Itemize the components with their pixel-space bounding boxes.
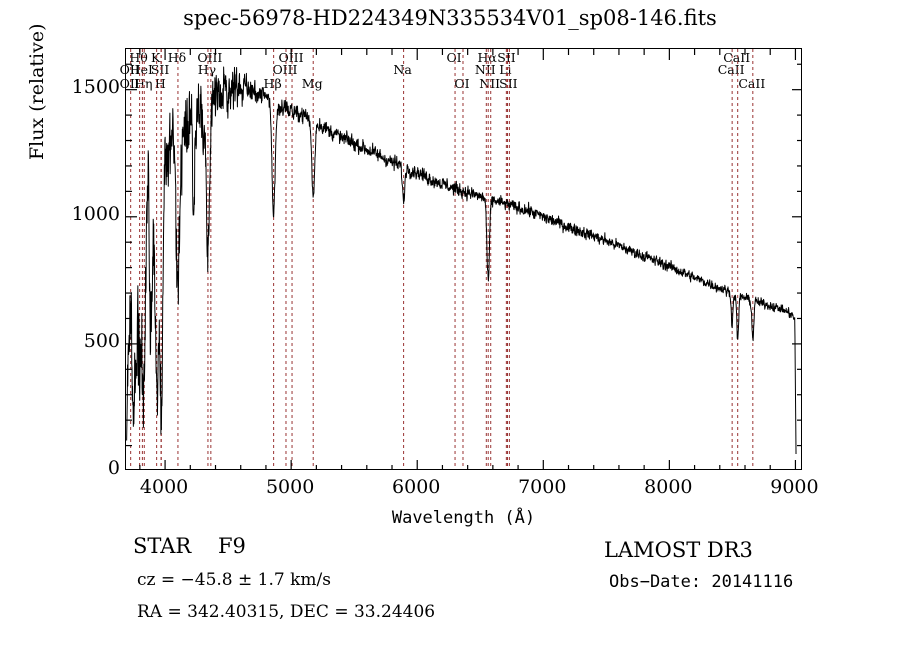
x-tick-label: 8000 — [644, 476, 693, 498]
y-tick-label: 1500 — [71, 75, 120, 98]
spectral-line-label: NII — [479, 76, 501, 91]
spectrum-canvas — [126, 49, 801, 469]
spectral-line-label: OIII — [272, 62, 298, 77]
spectral-line-label: NII — [474, 62, 496, 77]
x-axis-label: Wavelength (Å) — [391, 508, 536, 528]
spectral-line-label: Li — [499, 62, 512, 77]
y-tick-labels: 0 500 1000 1500 — [55, 0, 120, 649]
observation-date-text: Obs−Date: 20141116 — [609, 572, 794, 592]
y-tick-label: 0 — [107, 457, 120, 479]
spectral-line-label: Hθ — [129, 50, 148, 65]
spectral-line-label: Hβ — [263, 76, 282, 91]
spectral-line-label: Na — [393, 62, 412, 77]
y-axis-label: Flux (relative) — [26, 23, 48, 161]
y-tick-label: 1000 — [71, 202, 120, 225]
spectral-line-label: OII — [119, 76, 140, 91]
spectral-line-label: SII — [150, 62, 170, 77]
spectral-line-label: K — [150, 50, 161, 65]
object-class-text: STAR F9 — [133, 534, 246, 558]
coordinates-text: RA = 342.40315, DEC = 33.24406 — [137, 602, 436, 622]
spectral-line-label: SII — [499, 76, 518, 91]
spectral-line-label: OII — [119, 62, 140, 77]
spectral-line-label: Hα — [477, 50, 497, 65]
spectral-line-label: H — [154, 76, 166, 91]
spectral-line-label: Hγ — [197, 62, 217, 77]
spectral-line-label: Hη — [134, 76, 153, 91]
spectral-line-label: Hδ — [167, 50, 187, 65]
spectral-line-label: OI — [454, 76, 470, 91]
spectral-line-label: OI — [446, 50, 462, 65]
survey-name-text: LAMOST DR3 — [604, 538, 753, 562]
page-title: spec-56978-HD224349N335534V01_sp08-146.f… — [183, 6, 717, 30]
y-tick-label: 500 — [83, 329, 120, 352]
x-tick-label: 7000 — [518, 476, 567, 498]
x-tick-label: 5000 — [265, 476, 315, 498]
spectral-line-label: CaII — [738, 76, 766, 91]
spectral-line-label: CaII — [723, 50, 751, 65]
x-tick-label: 9000 — [770, 476, 819, 498]
spectral-line-label: HeI — [129, 62, 153, 77]
redshift-velocity-text: cz = −45.8 ± 1.7 km/s — [137, 570, 331, 590]
x-tick-label: 6000 — [392, 476, 441, 498]
spectral-line-label: CaII — [717, 62, 745, 77]
plot-area — [125, 48, 802, 470]
x-tick-label: 4000 — [139, 476, 189, 498]
spectral-line-label: Mg — [301, 76, 323, 91]
